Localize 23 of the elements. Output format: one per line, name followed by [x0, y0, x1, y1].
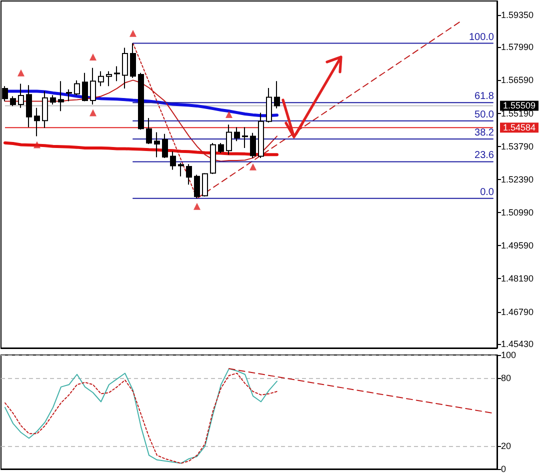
y-tick-label: 100 — [501, 350, 516, 360]
y-tick-label: 1.52390 — [501, 174, 534, 184]
y-tick-label: 1.59350 — [501, 10, 534, 20]
annotation: 50.0 — [474, 109, 494, 120]
annotation: 100.0 — [468, 32, 494, 43]
y-tick-label: 80 — [501, 372, 512, 383]
annotation: 38.2 — [474, 128, 494, 139]
y-tick-label: 1.45430 — [501, 338, 534, 349]
y-tick-label: 0 — [501, 464, 506, 474]
y-tick-label: 1.57990 — [501, 42, 534, 52]
y-tick-label: 1.53790 — [501, 141, 534, 152]
annotation: 0.0 — [480, 186, 494, 198]
y-tick-label: 1.50990 — [501, 208, 534, 218]
y-tick-label: 1.55190 — [501, 108, 534, 118]
y-tick-label: 1.49590 — [501, 240, 534, 251]
y-tick-label: 1.46790 — [501, 306, 534, 317]
y-tick-label: 1.48190 — [501, 274, 534, 284]
y-tick-label: 20 — [501, 441, 512, 452]
annotation: 23.6 — [474, 150, 494, 162]
ref-line-label: 1.55509 — [503, 100, 536, 111]
annotation: 61.8 — [474, 91, 494, 102]
ref-line-label: 1.54584 — [503, 122, 536, 133]
y-tick-label: 1.56590 — [501, 75, 534, 86]
